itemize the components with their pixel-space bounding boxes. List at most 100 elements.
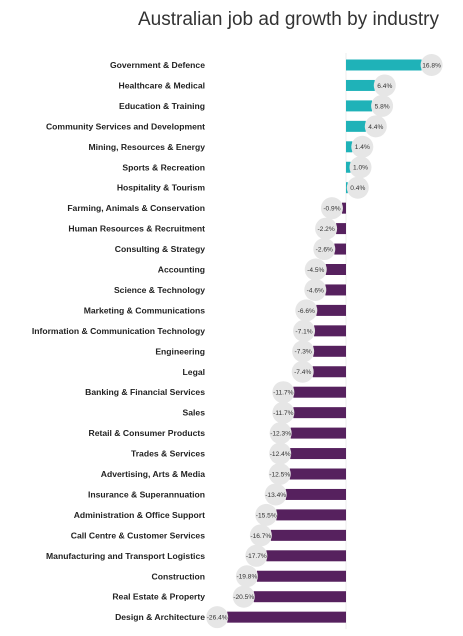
bar [266,550,346,562]
value-label: 1.0% [353,165,368,172]
category-label: Banking & Financial Services [85,387,205,397]
value-bubble [268,463,291,485]
value-label: -26.4% [207,615,228,622]
bar [346,100,373,112]
category-label: Design & Architecture [115,612,205,622]
bar [313,345,346,357]
value-bubble [420,54,443,76]
value-bubble [269,442,292,465]
value-bubble [272,381,295,404]
value-bubble [351,135,374,158]
category-label: Sports & Recreation [122,162,205,172]
bar [312,366,346,378]
bar [325,284,346,296]
value-label: -17.7% [246,553,267,560]
category-label: Sales [183,408,206,418]
category-label: Real Estate & Property [112,592,205,602]
value-bubble [320,197,343,220]
category-label: Human Resources & Recruitment [68,224,205,234]
value-bubble [272,401,295,424]
value-bubble [346,176,369,199]
value-label: -11.7% [273,390,294,397]
value-label: -7.3% [295,349,312,356]
category-label: Manufacturing and Transport Logistics [46,551,205,561]
value-label: -7.4% [294,369,311,376]
value-label: -20.5% [233,594,254,601]
bar [256,570,346,582]
value-label: -19.8% [236,574,257,581]
value-bubble [245,544,268,567]
value-bubble [249,524,272,547]
category-label: Education & Training [119,101,205,111]
value-label: -13.4% [265,492,286,499]
value-bubble [235,565,258,588]
value-label: -12.3% [270,431,291,438]
value-label: -4.5% [307,267,324,274]
value-label: 1.4% [355,144,370,151]
category-label: Legal [183,367,205,377]
value-bubble [291,360,314,383]
value-bubble [292,340,315,363]
value-label: 0.4% [350,185,365,192]
bar [293,386,346,398]
value-bubble [364,115,387,138]
bar [290,427,346,439]
category-label: Call Centre & Customer Services [71,530,205,540]
bar [270,529,346,541]
value-label: -0.9% [323,206,340,213]
value-bubble [206,606,229,629]
value-label: 16.8% [422,62,441,69]
bar [314,325,346,337]
value-label: -16.7% [250,533,271,540]
category-label: Marketing & Communications [84,305,206,315]
value-bubble [232,585,255,608]
value-bubble [255,503,278,526]
bar [325,264,346,275]
category-label: Engineering [155,346,205,356]
value-label: -6.6% [298,308,315,315]
category-label: Government & Defence [110,60,205,70]
category-label: Construction [152,571,205,581]
bar [227,611,346,623]
bar [316,304,346,316]
value-bubble [295,299,318,322]
category-label: Retail & Consumer Products [88,428,205,438]
value-bubble [313,238,336,261]
bar [346,141,353,153]
category-label: Administration & Office Support [74,510,205,520]
category-label: Community Services and Development [46,121,205,131]
bar [346,59,422,71]
bar [290,448,346,460]
bar [334,243,346,255]
value-label: -12.5% [269,471,290,478]
category-label: Information & Communication Technology [32,326,205,336]
value-bubble [315,217,338,240]
chart-rows: Government & Defence 16.8% Healthcare & Me… [32,53,443,630]
category-label: Science & Technology [114,285,205,295]
value-bubble [349,156,372,179]
category-label: Insurance & Superannuation [88,489,205,499]
category-label: Healthcare & Medical [119,80,205,90]
category-label: Trades & Services [131,449,205,459]
chart-title: Australian job ad growth by industry [138,9,439,30]
value-label: -7.1% [295,328,312,335]
value-label: -2.6% [316,246,333,253]
value-bubble [304,258,327,281]
category-label: Accounting [158,265,205,275]
value-label: 4.4% [368,124,383,131]
value-label: -4.6% [307,287,324,294]
value-bubble [373,74,396,97]
bar [253,591,346,603]
bar [346,161,351,173]
value-bubble [304,278,327,301]
bar [346,120,366,132]
bar [341,202,346,214]
category-label: Farming, Animals & Conservation [67,203,205,213]
value-bubble [293,319,316,342]
value-label: -15.5% [256,512,277,519]
category-label: Consulting & Strategy [115,244,205,254]
value-label: -11.7% [273,410,294,417]
category-label: Hospitality & Tourism [117,183,206,193]
category-label: Mining, Resources & Energy [88,142,205,152]
